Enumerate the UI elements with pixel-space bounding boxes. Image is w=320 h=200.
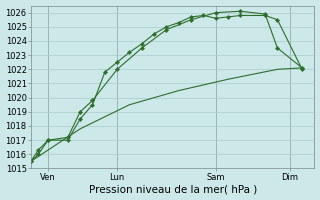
X-axis label: Pression niveau de la mer( hPa ): Pression niveau de la mer( hPa )	[89, 184, 257, 194]
